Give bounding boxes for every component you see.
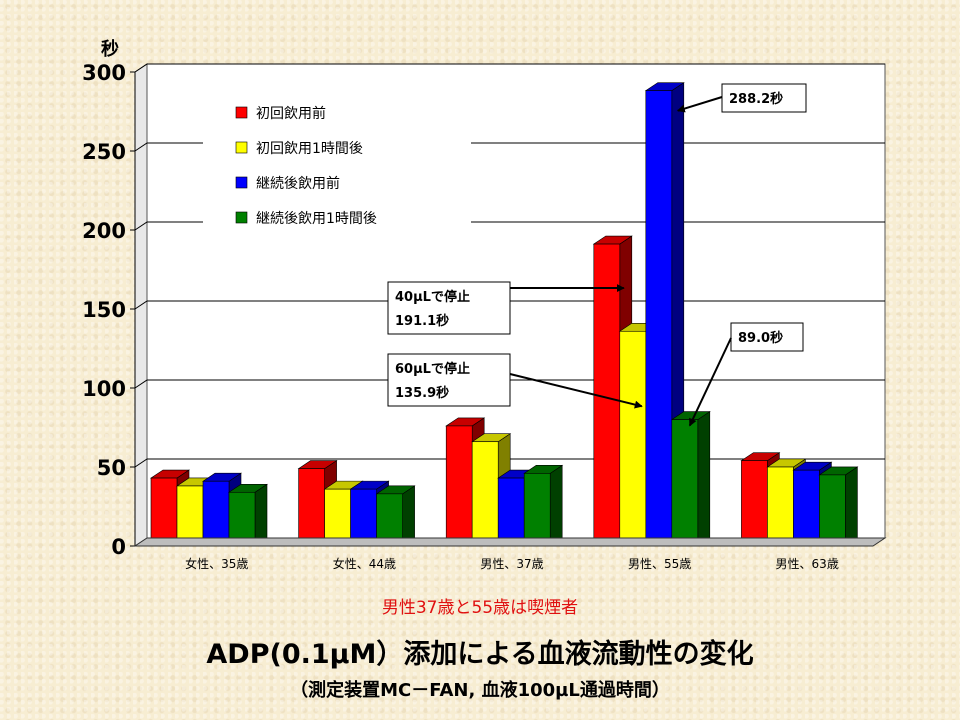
- bar: [671, 419, 699, 547]
- callout-label: 191.1秒: [395, 313, 449, 329]
- gridline: [134, 221, 885, 231]
- bar-side: [697, 411, 711, 547]
- y-tick-label: 100: [82, 377, 126, 401]
- callout-box: [730, 322, 804, 352]
- x-tick-label: 男性、55歳: [628, 557, 691, 571]
- gridline: [134, 142, 885, 152]
- bar: [471, 441, 499, 547]
- plot-floor: [133, 537, 887, 547]
- chart-subtitle: （測定装置MC－FAN, 血液100µL通過時間）: [290, 680, 670, 701]
- bar: [793, 469, 820, 547]
- legend-swatch: [235, 141, 248, 154]
- x-axis: 女性、35歳 女性、44歳 男性、37歳 男性、55歳 男性、63歳: [133, 537, 887, 571]
- legend-label: 継続後飲用1時間後: [256, 210, 377, 227]
- callout-arrow: [509, 373, 643, 409]
- bar: [497, 477, 525, 547]
- bar-side: [549, 464, 563, 547]
- y-tick-label: 150: [82, 298, 126, 322]
- callout-label: 40µLで停止: [395, 289, 470, 305]
- gridline: [134, 300, 885, 310]
- legend-swatch: [235, 176, 248, 189]
- y-tick-label: 50: [97, 456, 126, 480]
- bar: [619, 330, 647, 547]
- chart-title: ADP(0.1µM）添加による血液流動性の変化: [206, 639, 754, 670]
- bar: [176, 485, 204, 547]
- callout-label: 89.0秒: [738, 330, 783, 346]
- callout-label: 135.9秒: [395, 385, 449, 401]
- bar: [523, 473, 551, 547]
- legend-label: 初回飲用前: [256, 105, 326, 122]
- callout-box: [721, 83, 807, 113]
- x-tick-label: 女性、35歳: [185, 556, 248, 571]
- legend-swatch: [235, 211, 248, 224]
- bar: [202, 480, 230, 547]
- legend-label: 初回飲用1時間後: [256, 140, 363, 157]
- y-tick-label: 200: [82, 219, 126, 243]
- callout-arrow: [676, 96, 723, 113]
- gridline: [134, 63, 885, 73]
- bar: [150, 477, 178, 547]
- bar-side: [402, 485, 415, 547]
- callout-arrow: [688, 337, 732, 427]
- bar: [819, 474, 846, 547]
- bar: [298, 468, 325, 547]
- y-axis-label: 秒: [101, 38, 119, 60]
- callout-label: 288.2秒: [729, 91, 783, 107]
- legend-box: [203, 93, 471, 270]
- smoker-note: 男性37歳と55歳は喫煙者: [381, 598, 579, 618]
- bar: [645, 90, 673, 547]
- legend-swatch: [235, 106, 248, 119]
- y-tick-label: 0: [111, 535, 126, 559]
- bar: [228, 491, 256, 547]
- y-tick-label: 250: [82, 140, 126, 164]
- y-tick-label: 300: [82, 61, 126, 85]
- bars: [150, 82, 859, 547]
- bar: [350, 488, 377, 547]
- bar-side: [845, 466, 858, 547]
- x-tick-label: 男性、37歳: [480, 557, 543, 571]
- bar: [376, 493, 403, 547]
- x-tick-label: 男性、63歳: [776, 557, 839, 571]
- x-tick-label: 女性、44歳: [333, 556, 396, 571]
- legend-label: 継続後飲用前: [256, 175, 340, 192]
- bar-side: [254, 483, 268, 547]
- callouts: 288.2秒 40µLで停止 191.1秒 60µLで停止 135.9秒 89.0秒: [387, 83, 807, 427]
- bar: [445, 425, 473, 547]
- bar: [767, 466, 794, 547]
- bar: [324, 488, 351, 547]
- callout-box: [387, 353, 511, 407]
- callout-label: 60µLで停止: [395, 361, 470, 377]
- callout-box: [387, 281, 511, 335]
- bar: [741, 460, 768, 547]
